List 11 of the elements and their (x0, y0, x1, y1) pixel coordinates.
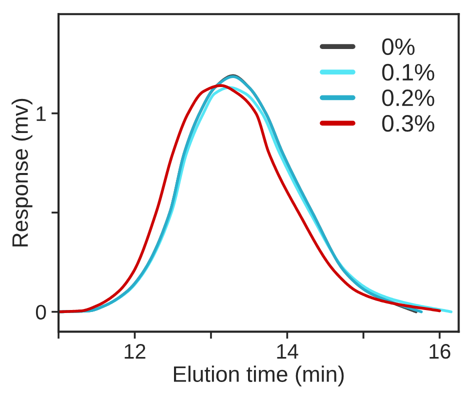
y-tick-label: 1 (36, 106, 46, 121)
x-tick-label: 16 (430, 344, 450, 359)
legend-label: 0.2% (382, 89, 434, 106)
y-axis-title: Response (mv) (12, 98, 32, 246)
y-tick-label: 0 (36, 304, 46, 320)
x-tick-label: 12 (124, 344, 146, 359)
x-tick-label: 14 (277, 344, 298, 359)
legend-label: 0.3% (382, 114, 434, 132)
legend-label: 0% (382, 38, 415, 56)
legend-label: 0.1% (382, 64, 434, 81)
x-axis-title: Elution time (min) (174, 366, 344, 386)
